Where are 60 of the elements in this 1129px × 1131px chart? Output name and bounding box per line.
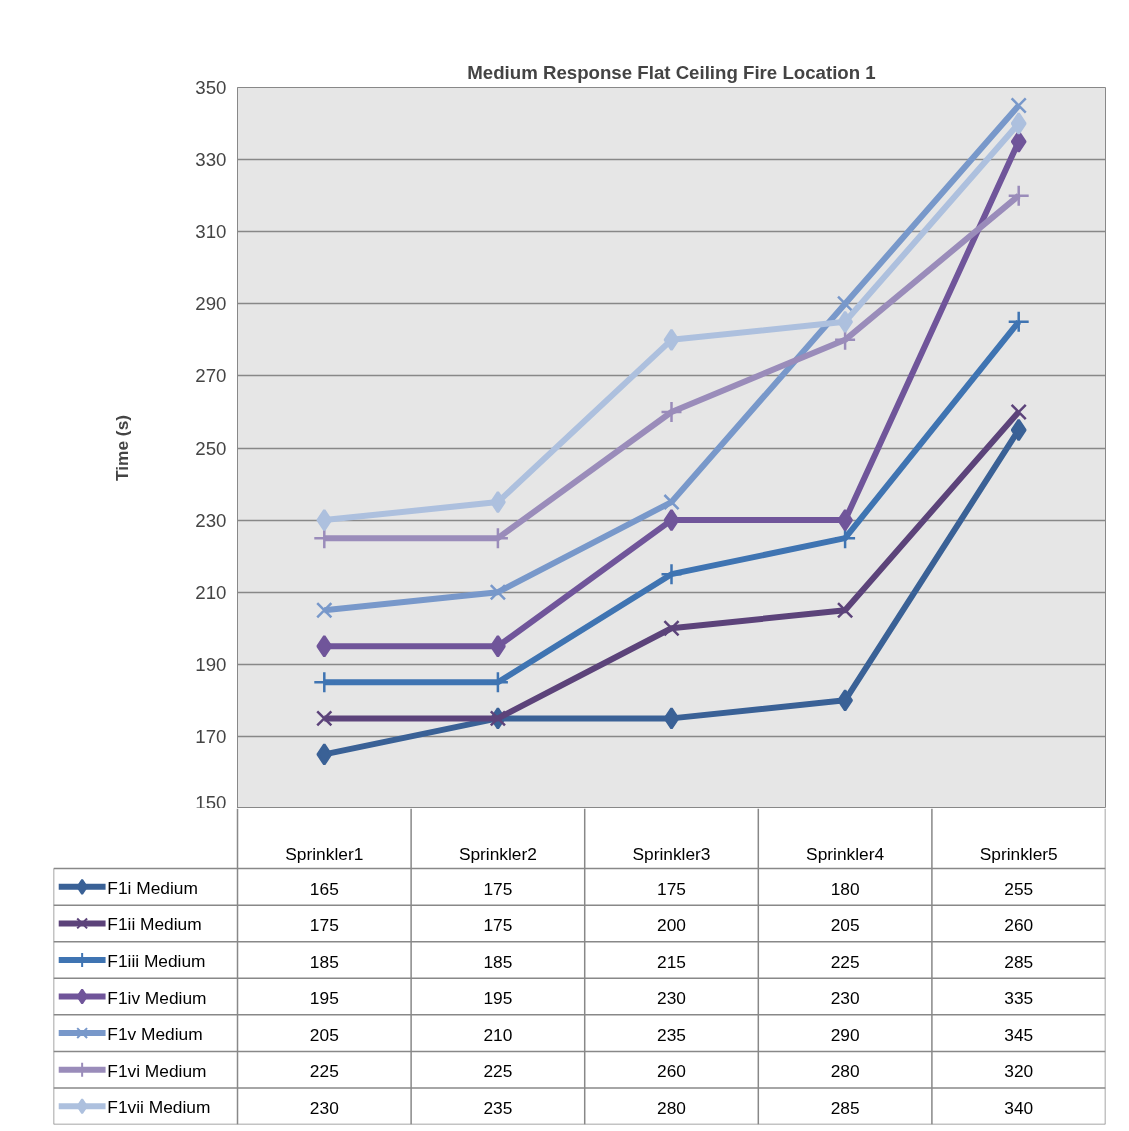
x-tick-label: Sprinkler2 <box>458 843 537 864</box>
data-label: 195 <box>483 988 513 1009</box>
data-label: 215 <box>657 951 686 972</box>
legend-label: F1ii Medium <box>107 914 202 935</box>
data-label: 320 <box>1004 1061 1034 1082</box>
y-tick-label: 210 <box>195 581 227 603</box>
y-tick-label: 310 <box>195 221 227 243</box>
data-label: 340 <box>1004 1098 1034 1119</box>
data-label: 280 <box>657 1098 686 1119</box>
data-label: 175 <box>483 878 513 899</box>
y-tick-label: 230 <box>195 509 227 531</box>
data-label: 205 <box>830 915 860 936</box>
y-tick-label: 350 <box>195 77 227 98</box>
legend-label: F1i Medium <box>107 877 198 898</box>
y-tick-label: 270 <box>195 365 227 387</box>
legend-label: F1v Medium <box>107 1024 203 1045</box>
chart-title: Medium Response Flat Ceiling Fire Location 1 <box>467 61 876 83</box>
data-label: 260 <box>657 1061 686 1082</box>
data-label: 185 <box>483 951 513 972</box>
data-label: 195 <box>309 988 339 1009</box>
data-label: 200 <box>657 915 686 936</box>
data-label: 280 <box>830 1061 860 1082</box>
data-label: 205 <box>309 1024 339 1045</box>
data-label: 230 <box>657 988 686 1009</box>
data-label: 290 <box>830 1024 860 1045</box>
data-label: 165 <box>309 878 339 899</box>
legend-label: F1vi Medium <box>107 1060 207 1081</box>
data-label: 230 <box>830 988 860 1009</box>
x-tick-label: Sprinkler3 <box>632 843 711 864</box>
data-label: 185 <box>309 951 339 972</box>
y-tick-label: 290 <box>195 293 227 315</box>
y-tick-label: 190 <box>195 653 227 675</box>
data-label: 175 <box>483 915 513 936</box>
data-label: 235 <box>657 1024 686 1045</box>
data-label: 175 <box>657 878 686 899</box>
y-tick-label: 330 <box>195 149 227 171</box>
legend-label: F1iv Medium <box>107 987 207 1008</box>
data-label: 175 <box>309 915 339 936</box>
data-label: 335 <box>1004 988 1034 1009</box>
y-tick-label: 170 <box>195 725 227 747</box>
y-tick-label: 250 <box>195 437 227 459</box>
x-tick-label: Sprinkler4 <box>806 843 885 864</box>
legend-label: F1vii Medium <box>107 1097 211 1118</box>
y-tick-label: 150 <box>195 791 227 813</box>
data-label: 210 <box>483 1024 513 1045</box>
data-label: 225 <box>830 951 860 972</box>
data-label: 285 <box>1004 951 1034 972</box>
y-axis-title: Time (s) <box>112 414 133 482</box>
x-tick-label: Sprinkler1 <box>285 843 364 864</box>
data-label: 230 <box>309 1098 339 1119</box>
data-label: 285 <box>830 1098 860 1119</box>
data-label: 225 <box>309 1061 339 1082</box>
data-label: 225 <box>483 1061 513 1082</box>
data-label: 180 <box>830 878 860 899</box>
data-label: 255 <box>1004 878 1034 899</box>
data-label: 235 <box>483 1098 513 1119</box>
x-tick-label: Sprinkler5 <box>979 843 1058 864</box>
data-label: 260 <box>1004 915 1034 936</box>
legend-label: F1iii Medium <box>107 950 206 971</box>
data-label: 345 <box>1004 1024 1034 1045</box>
